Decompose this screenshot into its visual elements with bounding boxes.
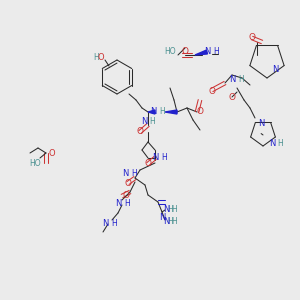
Text: N: N xyxy=(115,200,121,208)
Text: O: O xyxy=(122,191,130,200)
Text: N: N xyxy=(163,218,169,226)
Text: N: N xyxy=(102,220,108,229)
Text: H: H xyxy=(277,139,283,148)
Text: H: H xyxy=(171,206,177,214)
Text: H: H xyxy=(131,169,137,178)
Text: N: N xyxy=(163,206,169,214)
Polygon shape xyxy=(148,110,155,114)
Text: O: O xyxy=(98,53,104,62)
Text: N: N xyxy=(272,65,278,74)
Text: O: O xyxy=(196,107,203,116)
Text: N: N xyxy=(229,76,235,85)
Text: O: O xyxy=(136,128,143,136)
Text: H: H xyxy=(213,47,219,56)
Polygon shape xyxy=(195,50,208,55)
Text: O: O xyxy=(49,148,55,158)
Text: H: H xyxy=(167,206,173,214)
Text: HO: HO xyxy=(164,47,176,56)
Text: N: N xyxy=(122,169,128,178)
Text: N: N xyxy=(141,118,147,127)
Text: O: O xyxy=(145,160,152,169)
Text: N: N xyxy=(258,118,264,127)
Text: O: O xyxy=(124,178,131,188)
Text: H: H xyxy=(167,218,173,226)
Text: H: H xyxy=(149,118,155,127)
Text: N: N xyxy=(204,47,210,56)
Text: O: O xyxy=(248,34,256,43)
Text: HO: HO xyxy=(29,158,41,167)
Text: O: O xyxy=(229,92,236,101)
Text: N: N xyxy=(152,154,158,163)
Text: O: O xyxy=(182,47,188,56)
Text: H: H xyxy=(93,53,99,62)
Text: N: N xyxy=(269,139,275,148)
Text: H: H xyxy=(238,76,244,85)
Text: N: N xyxy=(159,214,165,223)
Text: N: N xyxy=(150,107,156,116)
Text: H: H xyxy=(111,220,117,229)
Polygon shape xyxy=(165,110,177,114)
Text: H: H xyxy=(161,154,167,163)
Text: H: H xyxy=(171,218,177,226)
Text: H: H xyxy=(124,200,130,208)
Text: H: H xyxy=(159,107,165,116)
Text: O: O xyxy=(208,88,215,97)
